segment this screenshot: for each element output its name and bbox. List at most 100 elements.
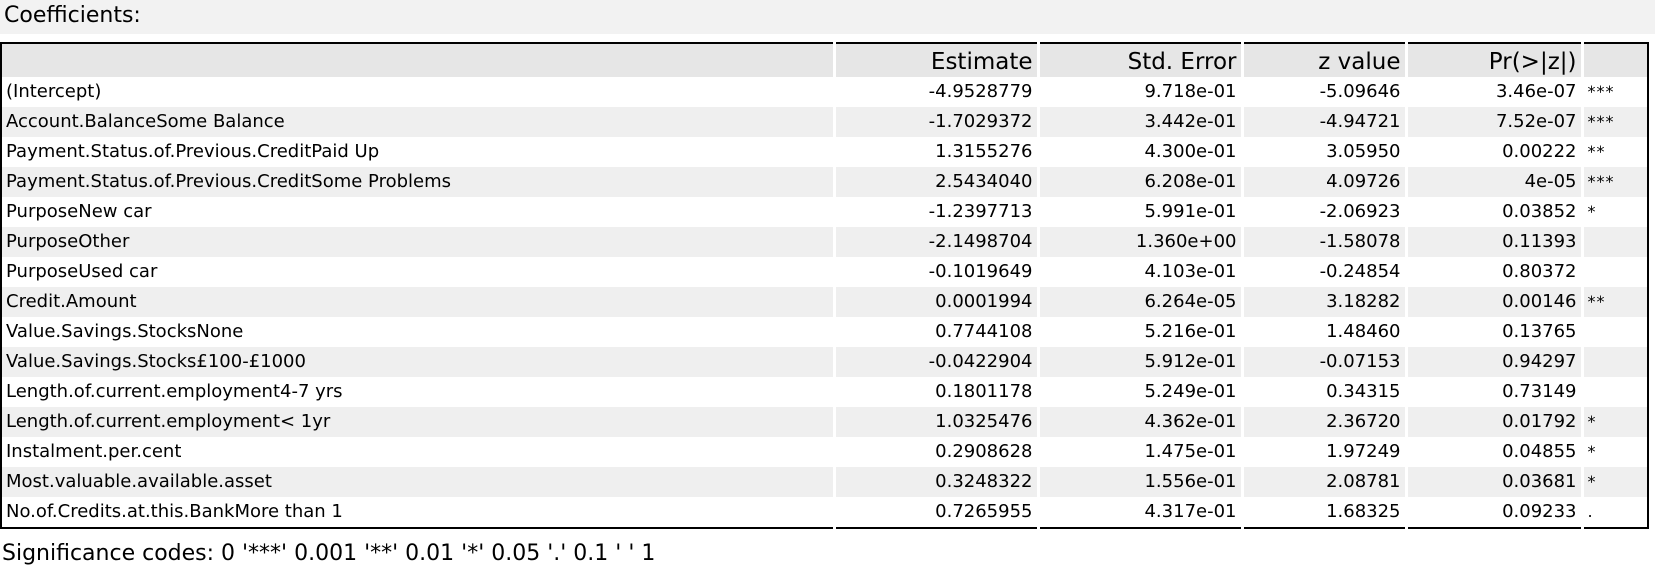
title-bar: Coefficients: xyxy=(0,0,1655,34)
term-cell: Most.valuable.available.asset xyxy=(1,467,834,497)
significance-cell xyxy=(1582,377,1648,407)
term-cell: Instalment.per.cent xyxy=(6,441,182,462)
std-error-cell: 6.208e-01 xyxy=(1036,167,1242,197)
z-value-cell: 0.34315 xyxy=(1326,381,1401,402)
p-value-cell: 0.94297 xyxy=(1404,347,1582,377)
table-row: PurposeUsed car -0.1019649 4.103e-01 -0.248… xyxy=(1,257,1648,287)
table-row: PurposeNew car -1.2397713 5.991e-01 -2.0692… xyxy=(1,197,1648,227)
p-value-cell: 0.00146 xyxy=(1404,287,1582,317)
p-value-cell: 0.03852 xyxy=(1502,201,1577,222)
coefficients-table: Estimate Std. Error z value Pr(>|z|) (In… xyxy=(0,42,1649,529)
p-value-cell: 0.09233 xyxy=(1502,501,1577,522)
z-value-cell: 3.05950 xyxy=(1326,141,1401,162)
p-value-cell: 0.00222 xyxy=(1502,141,1577,162)
significance-cell: ** xyxy=(1587,142,1606,161)
z-value-cell: -2.06923 xyxy=(1319,201,1401,222)
table-row: No.of.Credits.at.this.BankMore than 1 0.7… xyxy=(1,497,1648,528)
significance-cell: . xyxy=(1587,502,1594,521)
z-value-cell: 2.36720 xyxy=(1240,407,1406,437)
table-row: PurposeOther -2.1498704 1.360e+00 -1.58078 0… xyxy=(1,227,1648,257)
z-value-cell: -1.58078 xyxy=(1240,227,1406,257)
p-value-cell: 3.46e-07 xyxy=(1495,81,1577,102)
header-significance xyxy=(1580,43,1648,77)
std-error-cell: 3.442e-01 xyxy=(1036,107,1242,137)
estimate-cell: -0.0422904 xyxy=(832,347,1038,377)
significance-cell: *** xyxy=(1587,82,1615,101)
term-cell: PurposeUsed car xyxy=(6,261,158,282)
term-cell: Payment.Status.of.Previous.CreditPaid Up xyxy=(6,141,380,162)
term-cell: No.of.Credits.at.this.BankMore than 1 xyxy=(6,501,343,522)
z-value-cell: 1.97249 xyxy=(1326,441,1401,462)
std-error-cell: 5.216e-01 xyxy=(1144,321,1237,342)
estimate-cell: -1.2397713 xyxy=(928,201,1033,222)
term-cell: PurposeNew car xyxy=(6,201,152,222)
std-error-cell: 5.991e-01 xyxy=(1144,201,1237,222)
estimate-cell: 0.7265955 xyxy=(935,501,1033,522)
z-value-cell: 1.48460 xyxy=(1326,321,1401,342)
term-cell: PurposeOther xyxy=(1,227,834,257)
significance-cell xyxy=(1580,227,1648,257)
std-error-cell: 1.475e-01 xyxy=(1144,441,1237,462)
p-value-cell: 7.52e-07 xyxy=(1404,107,1582,137)
table-row: Length.of.current.employment< 1yr 1.03254… xyxy=(1,407,1648,437)
table-row: Payment.Status.of.Previous.CreditPaid Up… xyxy=(1,137,1648,167)
significance-cell: *** xyxy=(1580,167,1648,197)
significance-cell: ** xyxy=(1580,287,1648,317)
estimate-cell: 0.1801178 xyxy=(935,381,1033,402)
z-value-cell: 3.18282 xyxy=(1240,287,1406,317)
estimate-cell: 0.3248322 xyxy=(832,467,1038,497)
estimate-cell: -4.9528779 xyxy=(928,81,1033,102)
p-value-cell: 0.01792 xyxy=(1404,407,1582,437)
term-cell: Value.Savings.Stocks£100-£1000 xyxy=(1,347,834,377)
p-value-cell: 0.73149 xyxy=(1502,381,1577,402)
table-row: Value.Savings.StocksNone 0.7744108 5.216e-… xyxy=(1,317,1648,347)
table-row: Credit.Amount 0.0001994 6.264e-05 3.18282 0.… xyxy=(1,287,1648,317)
term-cell: (Intercept) xyxy=(6,81,102,102)
p-value-cell: 0.04855 xyxy=(1502,441,1577,462)
header-std-error: Std. Error xyxy=(1036,43,1242,77)
table-body: (Intercept) -4.9528779 9.718e-01 -5.09646 3.… xyxy=(1,77,1648,528)
std-error-cell: 4.362e-01 xyxy=(1036,407,1242,437)
significance-cell: *** xyxy=(1580,107,1648,137)
z-value-cell: -4.94721 xyxy=(1240,107,1406,137)
term-cell: Length.of.current.employment< 1yr xyxy=(1,407,834,437)
std-error-cell: 4.317e-01 xyxy=(1144,501,1237,522)
term-cell: Length.of.current.employment4-7 yrs xyxy=(6,381,343,402)
significance-cell xyxy=(1582,317,1648,347)
term-cell: Value.Savings.StocksNone xyxy=(6,321,244,342)
p-value-cell: 0.03681 xyxy=(1404,467,1582,497)
term-cell: Account.BalanceSome Balance xyxy=(1,107,834,137)
table-row: Payment.Status.of.Previous.CreditSome Pr… xyxy=(1,167,1648,197)
table-row: Instalment.per.cent 0.2908628 1.475e-01 1.9… xyxy=(1,437,1648,467)
std-error-cell: 1.556e-01 xyxy=(1036,467,1242,497)
header-estimate: Estimate xyxy=(832,43,1038,77)
z-value-cell: -0.07153 xyxy=(1240,347,1406,377)
table-row: Value.Savings.Stocks£100-£1000 -0.0422904… xyxy=(1,347,1648,377)
header-z-value: z value xyxy=(1240,43,1406,77)
significance-cell: * xyxy=(1587,202,1597,221)
significance-cell xyxy=(1580,347,1648,377)
significance-cell: * xyxy=(1580,467,1648,497)
std-error-cell: 1.360e+00 xyxy=(1036,227,1242,257)
std-error-cell: 6.264e-05 xyxy=(1036,287,1242,317)
estimate-cell: -2.1498704 xyxy=(832,227,1038,257)
p-value-cell: 0.13765 xyxy=(1502,321,1577,342)
estimate-cell: 0.7744108 xyxy=(935,321,1033,342)
table-row: (Intercept) -4.9528779 9.718e-01 -5.09646 3.… xyxy=(1,77,1648,107)
z-value-cell: 2.08781 xyxy=(1240,467,1406,497)
p-value-cell: 4e-05 xyxy=(1404,167,1582,197)
z-value-cell: -5.09646 xyxy=(1319,81,1401,102)
header-p-value: Pr(>|z|) xyxy=(1404,43,1582,77)
estimate-cell: -0.1019649 xyxy=(928,261,1033,282)
significance-cell xyxy=(1582,257,1648,287)
table-row: Account.BalanceSome Balance -1.7029372 3.4… xyxy=(1,107,1648,137)
estimate-cell: 1.3155276 xyxy=(935,141,1033,162)
page-title: Coefficients: xyxy=(4,3,141,28)
table-header-row: Estimate Std. Error z value Pr(>|z|) xyxy=(1,43,1648,77)
table-row: Most.valuable.available.asset 0.3248322 1.… xyxy=(1,467,1648,497)
estimate-cell: 1.0325476 xyxy=(832,407,1038,437)
estimate-cell: 0.2908628 xyxy=(935,441,1033,462)
header-term xyxy=(1,43,834,77)
significance-codes: Significance codes: 0 '***' 0.001 '**' 0… xyxy=(2,541,656,566)
z-value-cell: -0.24854 xyxy=(1319,261,1401,282)
